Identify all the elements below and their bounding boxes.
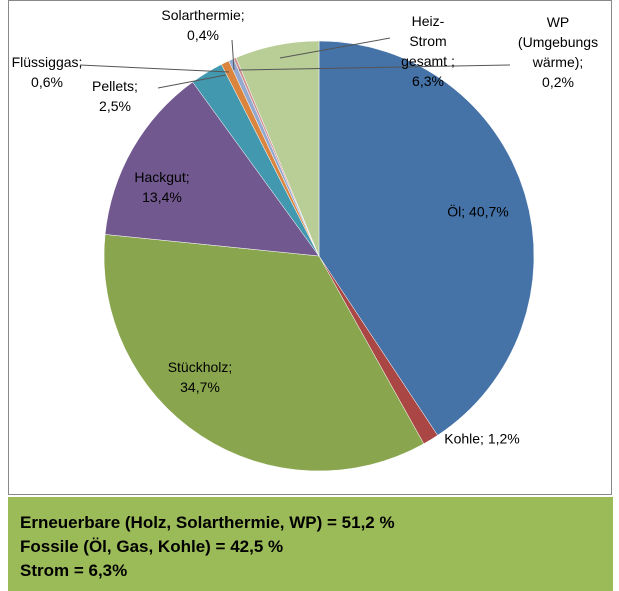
leader-line bbox=[279, 37, 391, 59]
label-line: Strom bbox=[409, 33, 446, 49]
pie-slice bbox=[103, 234, 425, 472]
label-line: WP bbox=[547, 14, 570, 30]
label-line: 0,4% bbox=[187, 27, 219, 43]
slice-label: Öl; 40,7% bbox=[447, 203, 508, 220]
label-line: Stückholz; bbox=[168, 359, 233, 375]
label-line: Heiz- bbox=[412, 13, 445, 29]
chart-frame bbox=[8, 0, 612, 495]
label-line: Flüssiggas; bbox=[12, 54, 83, 70]
label-line: Solarthermie; bbox=[161, 7, 244, 23]
label-line: Hackgut; bbox=[134, 169, 189, 185]
leader-line bbox=[157, 74, 227, 89]
leader-line bbox=[231, 39, 235, 71]
slice-label: Pellets; 2,5% bbox=[92, 78, 138, 114]
leader-line bbox=[79, 64, 230, 73]
label-line: wärme); bbox=[532, 54, 584, 70]
summary-box: Erneuerbare (Holz, Solarthermie, WP) = 5… bbox=[8, 497, 613, 591]
label-line: Pellets; bbox=[92, 78, 138, 94]
slice-label: Flüssiggas; 0,6% bbox=[12, 54, 83, 90]
label-line: 6,3% bbox=[412, 73, 444, 89]
summary-line: Fossile (Öl, Gas, Kohle) = 42,5 % bbox=[20, 537, 284, 556]
label-line: 0,6% bbox=[31, 74, 63, 90]
slice-label: Hackgut; 13,4% bbox=[134, 169, 189, 205]
leader-line bbox=[238, 64, 511, 71]
slice-label: Heiz- Strom gesamt ; 6,3% bbox=[401, 13, 455, 89]
chart: Öl; 40,7% Kohle; 1,2% Stückholz; 34,7% Hackg… bbox=[12, 7, 598, 472]
slice-label: Stückholz; 34,7% bbox=[168, 359, 233, 395]
pie-slice bbox=[235, 40, 320, 257]
label-line: 2,5% bbox=[99, 98, 131, 114]
slice-label: WP (Umgebungs wärme); 0,2% bbox=[518, 14, 598, 90]
slice-label: Solarthermie; 0,4% bbox=[161, 7, 244, 43]
leader-lines bbox=[79, 37, 511, 89]
slice-label: Kohle; 1,2% bbox=[444, 431, 520, 447]
label-line: 13,4% bbox=[142, 189, 182, 205]
pie-slice bbox=[318, 40, 535, 436]
label-line: (Umgebungs bbox=[518, 34, 598, 50]
label-line: gesamt ; bbox=[401, 53, 455, 69]
label-line: 0,2% bbox=[542, 74, 574, 90]
label-line: 34,7% bbox=[180, 379, 220, 395]
pie-slice bbox=[104, 81, 320, 257]
summary-line: Strom = 6,3% bbox=[20, 561, 128, 580]
summary-line: Erneuerbare (Holz, Solarthermie, WP) = 5… bbox=[20, 513, 395, 532]
